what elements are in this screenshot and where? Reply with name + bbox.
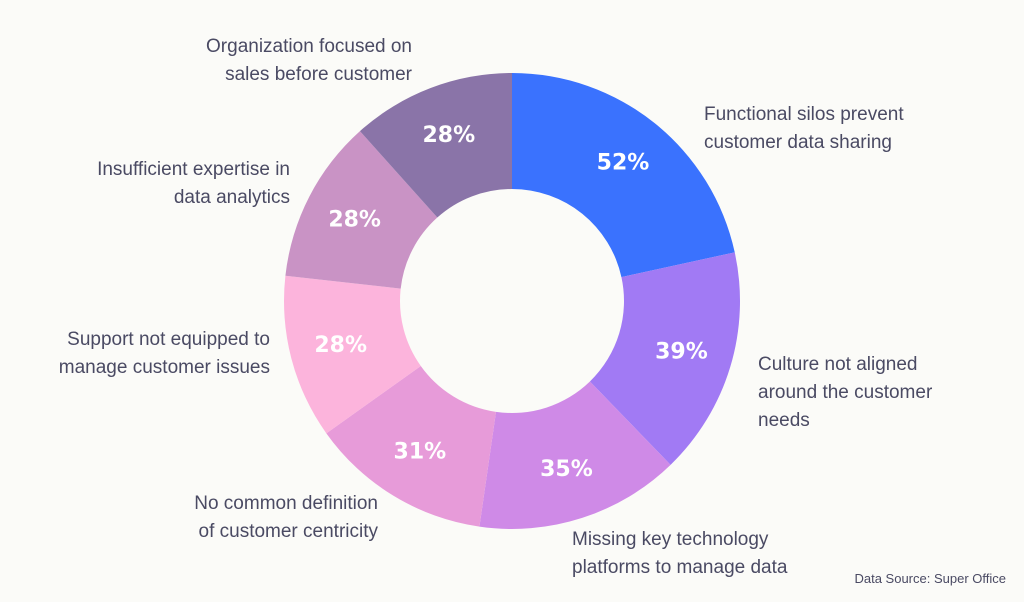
slice-value-label: 28% [328,207,381,232]
slice-label: Functional silos prevent customer data s… [704,104,904,153]
slice-label: Support not equipped to manage customer … [58,329,270,378]
slice-value-label: 35% [540,457,593,482]
slice-label: Insufficient expertise in data analytics [97,159,290,208]
slice-value-label: 52% [597,151,650,176]
slice-label: Culture not aligned around the customer … [758,354,933,431]
donut-slice [285,131,438,289]
slice-value-label: 28% [422,123,475,148]
slice-label: No common definition of customer centric… [194,493,378,542]
slice-value-label: 31% [394,440,447,465]
slice-value-label: 28% [314,333,367,358]
donut-slice [479,381,671,529]
donut-slice [326,366,496,527]
donut-slice [512,73,735,278]
slice-label: Missing key technology platforms to mana… [572,529,788,578]
slice-label: Organization focused on sales before cus… [206,36,412,85]
donut-slice [284,275,421,434]
data-source-note: Data Source: Super Office [854,571,1006,586]
donut-slice [589,252,740,465]
slice-value-label: 39% [655,340,708,365]
donut-slice [359,73,512,218]
